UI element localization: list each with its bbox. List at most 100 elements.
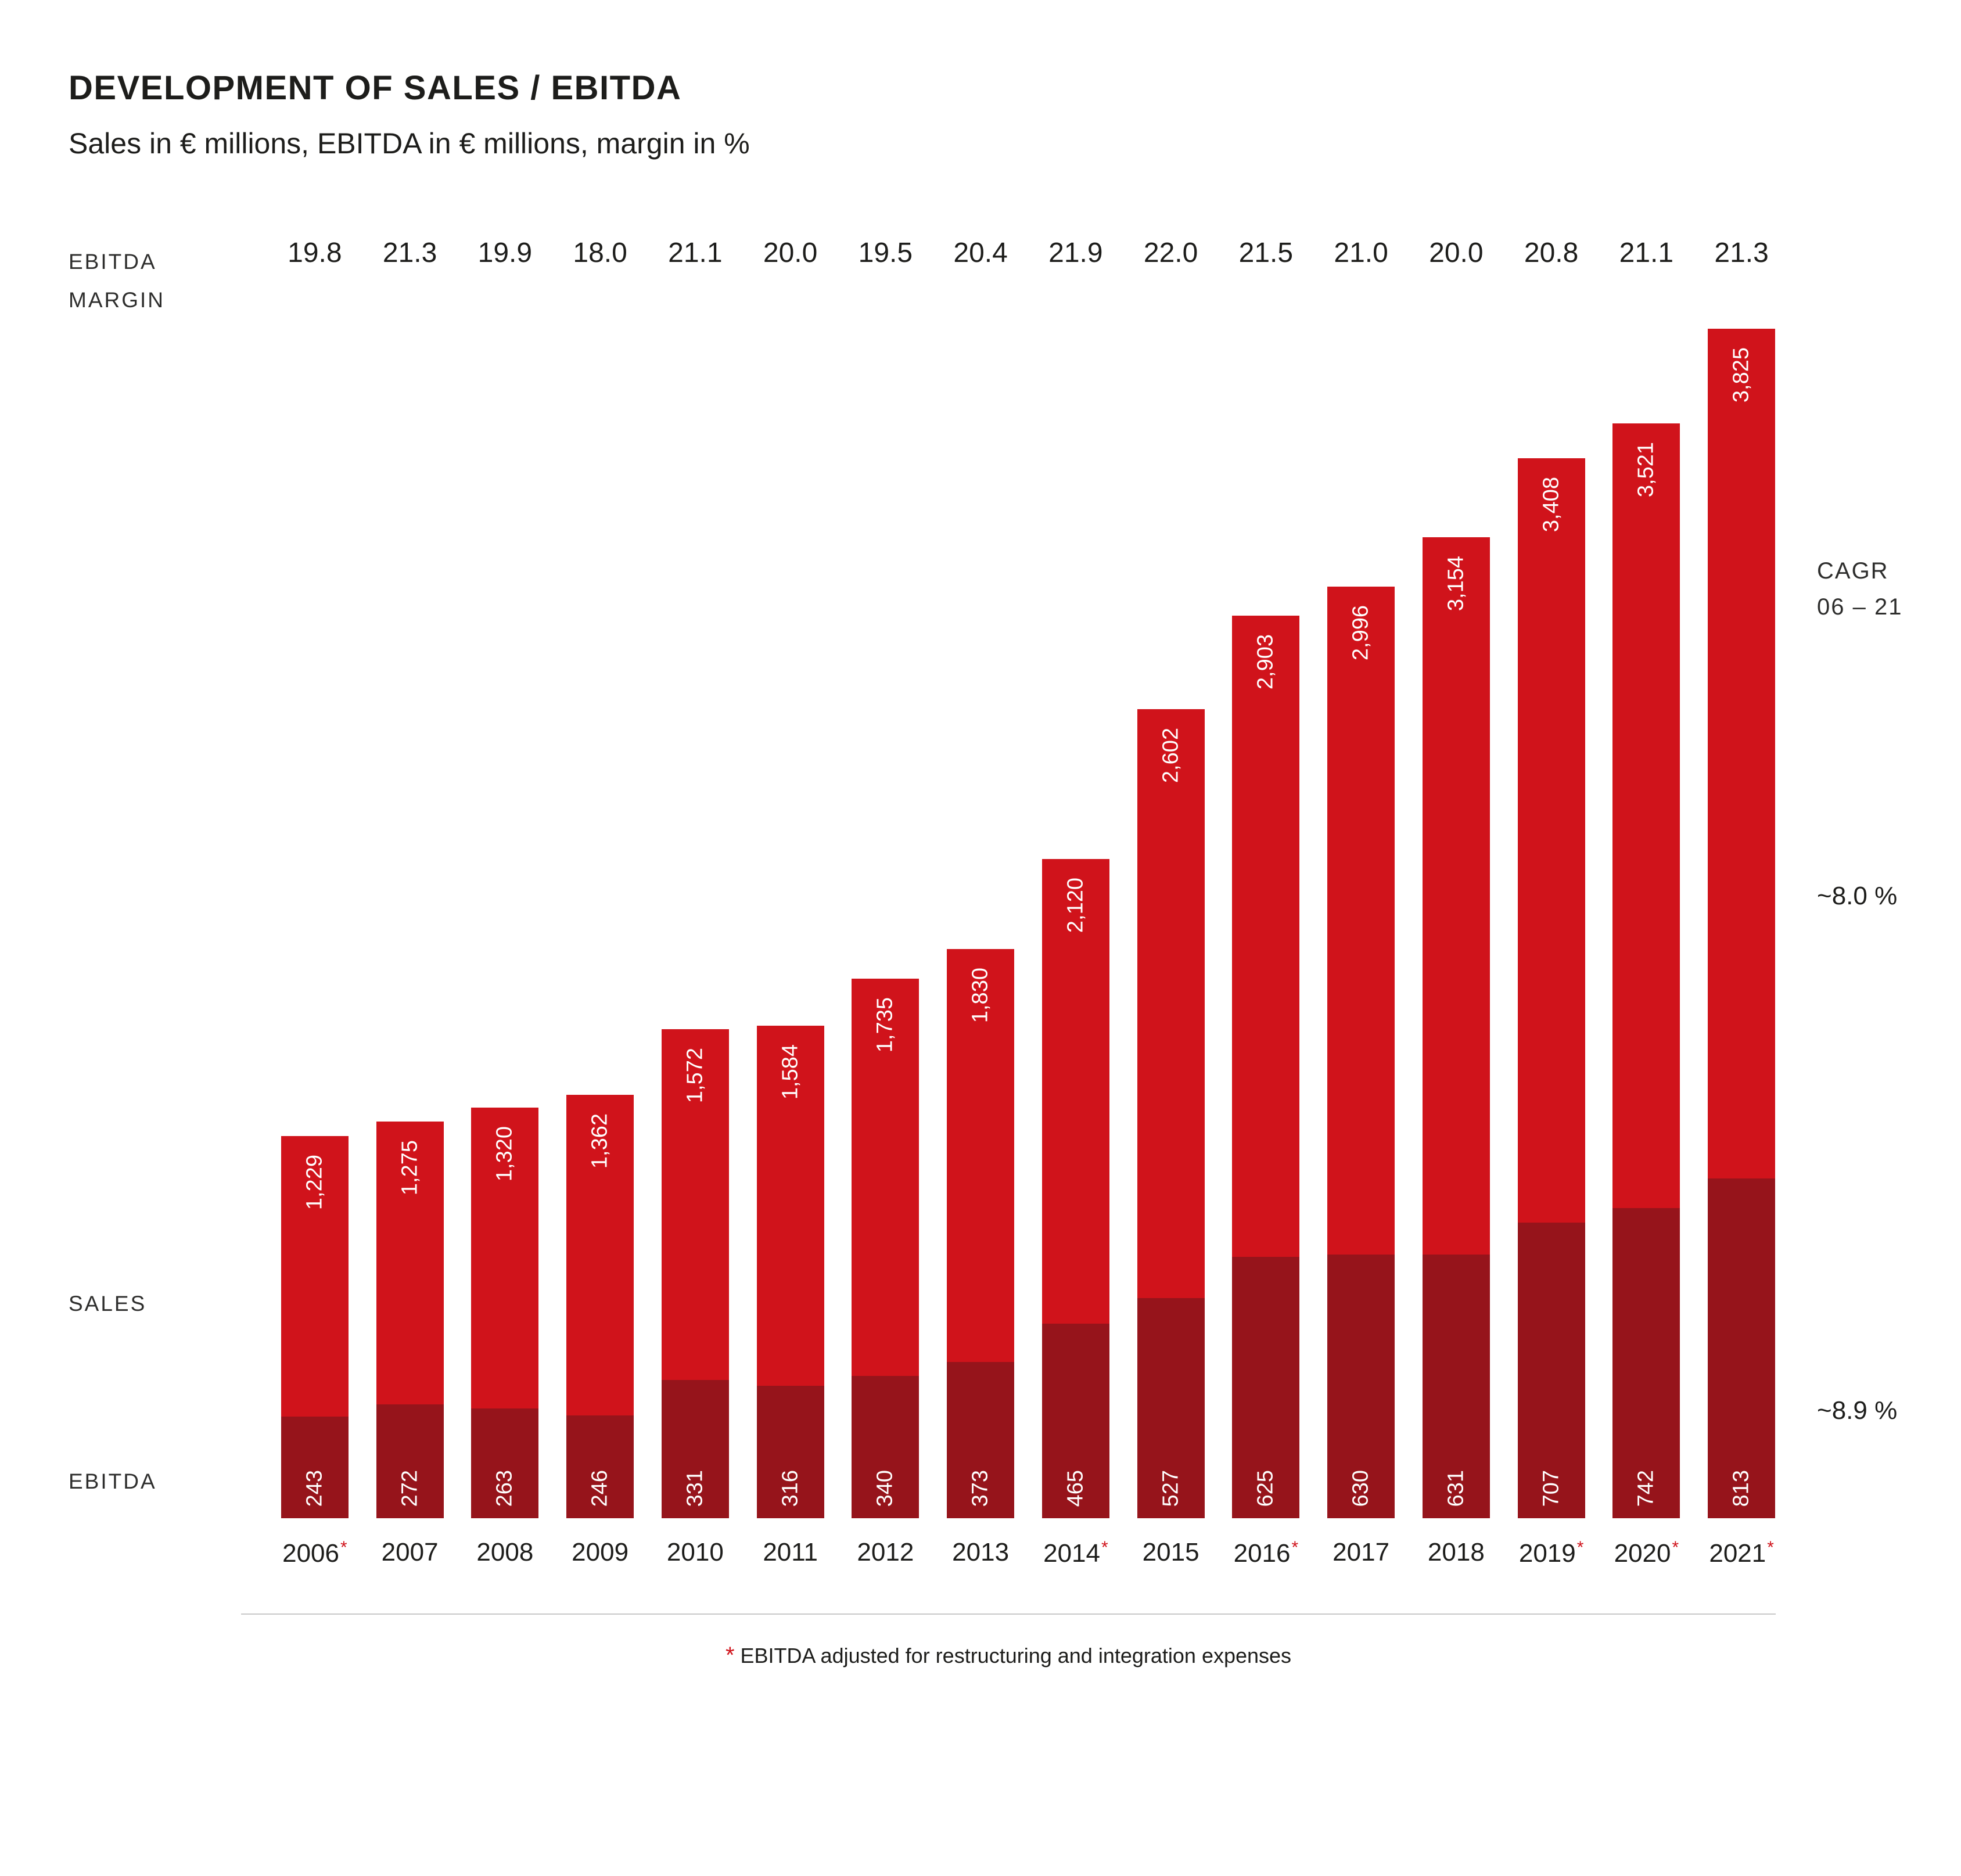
ebitda-value-label: 331 (683, 1469, 707, 1507)
ebitda-margin-value: 21.1 (1619, 238, 1674, 268)
ebitda-segment (1327, 1255, 1395, 1518)
ebitda-value-label: 625 (1253, 1469, 1278, 1507)
ebitda-margin-axis-label: EBITDA MARGIN (69, 243, 165, 319)
ebitda-value-label: 263 (492, 1469, 517, 1507)
bar-group-2009: 18.0 1,362 246 2009 (552, 0, 648, 1566)
ebitda-segment (376, 1404, 444, 1518)
year-label: 2012 (838, 1538, 933, 1567)
year-text: 2006 (282, 1539, 339, 1568)
bar-group-2019: 20.8 3,408 707 2019* (1504, 0, 1599, 1568)
cagr-label: CAGR 06 – 21 (1817, 553, 1902, 625)
year-text: 2016 (1233, 1539, 1291, 1568)
sales-bar: 3,408 707 (1517, 458, 1585, 1518)
ebitda-segment (1708, 1178, 1776, 1518)
ebitda-value-label: 316 (778, 1469, 803, 1507)
ebitda-margin-value: 21.3 (1714, 238, 1769, 268)
sales-bar: 1,229 243 (281, 1136, 349, 1518)
sales-axis-label: SALES (69, 1292, 147, 1316)
bar-group-2011: 20.0 1,584 316 2011 (743, 0, 838, 1566)
sales-bar: 3,825 813 (1708, 329, 1776, 1518)
ebitda-segment (281, 1417, 349, 1518)
ebitda-margin-value: 20.4 (953, 238, 1008, 268)
year-label: 2018 (1409, 1538, 1504, 1567)
year-label: 2007 (362, 1538, 458, 1567)
year-asterisk: * (1576, 1538, 1584, 1557)
ebitda-margin-value: 21.9 (1048, 238, 1103, 268)
ebitda-value-label: 246 (587, 1469, 612, 1507)
bar-group-2016: 21.5 2,903 625 2016* (1219, 0, 1314, 1568)
bar-group-2007: 21.3 1,275 272 2007 (362, 0, 458, 1566)
year-label: 2016* (1219, 1538, 1314, 1568)
year-label: 2014* (1028, 1538, 1123, 1568)
ebitda-segment (1612, 1208, 1680, 1518)
bar-group-2012: 19.5 1,735 340 2012 (838, 0, 933, 1566)
ebitda-segment (1137, 1298, 1205, 1518)
ebitda-margin-value: 19.8 (288, 238, 342, 268)
ebitda-value-label: 527 (1158, 1469, 1183, 1507)
ebitda-segment (1232, 1257, 1300, 1518)
year-text: 2010 (666, 1538, 724, 1566)
sales-value-label: 2,996 (1348, 605, 1373, 661)
year-label: 2021* (1694, 1538, 1789, 1568)
sales-bar: 2,120 465 (1041, 859, 1109, 1518)
ebitda-margin-value: 20.0 (763, 238, 818, 268)
ebitda-margin-value: 19.5 (858, 238, 913, 268)
year-label: 2010 (648, 1538, 743, 1567)
sales-bar: 1,320 263 (471, 1108, 539, 1518)
sales-bar: 1,584 316 (756, 1026, 824, 1518)
ebitda-segment (661, 1380, 729, 1518)
year-label: 2011 (743, 1538, 838, 1567)
bar-group-2010: 21.1 1,572 331 2010 (648, 0, 743, 1566)
year-asterisk: * (340, 1538, 347, 1557)
year-label: 2009 (552, 1538, 648, 1567)
year-label: 2020* (1599, 1538, 1694, 1568)
sales-value-label: 1,275 (397, 1140, 422, 1196)
year-text: 2021 (1709, 1539, 1766, 1568)
ebitda-value-label: 272 (397, 1469, 422, 1507)
ebitda-margin-value: 21.0 (1334, 238, 1388, 268)
ebitda-margin-value: 21.5 (1238, 238, 1294, 268)
sales-bar: 1,362 246 (566, 1095, 634, 1518)
ebitda-segment (947, 1362, 1015, 1518)
ebitda-segment (852, 1376, 920, 1518)
year-text: 2008 (476, 1538, 534, 1566)
ebitda-margin-value: 21.3 (382, 238, 437, 268)
year-text: 2012 (857, 1538, 914, 1566)
bar-group-2006: 19.8 1,229 243 2006* (267, 0, 362, 1568)
year-label: 2019* (1504, 1538, 1599, 1568)
cagr-label-line1: CAGR (1817, 558, 1889, 584)
ebitda-margin-value: 20.8 (1524, 238, 1579, 268)
sales-value-label: 2,903 (1253, 634, 1278, 690)
year-text: 2011 (763, 1538, 818, 1566)
year-label: 2006* (267, 1538, 362, 1568)
ebitda-value-label: 813 (1729, 1469, 1754, 1507)
year-text: 2007 (381, 1538, 439, 1566)
bar-group-2017: 21.0 2,996 630 2017 (1313, 0, 1409, 1566)
ebitda-value-label: 630 (1348, 1469, 1373, 1507)
chart-title: DEVELOPMENT OF SALES / EBITDA (69, 69, 682, 107)
ebitda-segment (1517, 1223, 1585, 1518)
cagr-label-line2: 06 – 21 (1817, 594, 1903, 620)
ebitda-margin-value: 19.9 (477, 238, 533, 268)
footnote-asterisk: * (725, 1643, 735, 1668)
sales-value-label: 1,229 (302, 1155, 327, 1210)
year-text: 2015 (1142, 1538, 1199, 1566)
sales-value-label: 1,735 (872, 997, 897, 1053)
bar-group-2013: 20.4 1,830 373 2013 (933, 0, 1028, 1566)
ebitda-value-label: 340 (872, 1469, 897, 1507)
ebitda-margin-axis-label-line2: MARGIN (69, 288, 165, 312)
year-text: 2020 (1614, 1539, 1671, 1568)
ebitda-margin-value: 18.0 (573, 238, 627, 268)
sales-bar: 1,275 272 (376, 1122, 444, 1518)
footnote-separator (241, 1613, 1776, 1615)
footnote: * EBITDA adjusted for restructuring and i… (241, 1643, 1776, 1669)
year-text: 2014 (1043, 1539, 1100, 1568)
bar-chart: 19.8 1,229 243 2006* 21.3 1,275 272 2007 19.9 1,3… (267, 0, 1789, 1568)
year-asterisk: * (1767, 1538, 1774, 1557)
sales-bar: 2,903 625 (1232, 616, 1300, 1518)
sales-bar: 2,602 527 (1137, 709, 1205, 1518)
year-label: 2013 (933, 1538, 1028, 1567)
ebitda-segment (471, 1408, 539, 1518)
sales-value-label: 3,408 (1539, 477, 1564, 533)
